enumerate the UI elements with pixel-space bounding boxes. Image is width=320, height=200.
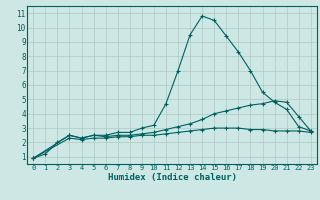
X-axis label: Humidex (Indice chaleur): Humidex (Indice chaleur) (108, 173, 236, 182)
